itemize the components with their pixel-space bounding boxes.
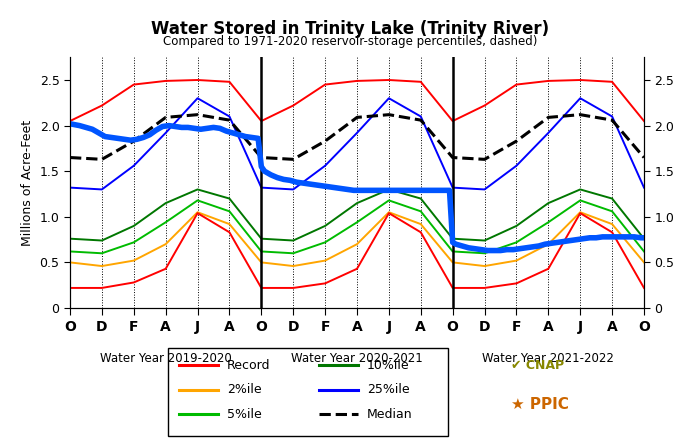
Text: 25%ile: 25%ile — [367, 383, 410, 396]
Text: Water Year 2021-2022: Water Year 2021-2022 — [482, 352, 615, 366]
Text: Water Year 2019-2020: Water Year 2019-2020 — [100, 352, 232, 366]
Text: Record: Record — [227, 359, 270, 372]
Text: ★ PPIC: ★ PPIC — [511, 397, 569, 412]
Text: Compared to 1971-2020 reservoir-storage percentiles, dashed): Compared to 1971-2020 reservoir-storage … — [163, 35, 537, 48]
Text: 2%ile: 2%ile — [227, 383, 261, 396]
Text: Median: Median — [367, 408, 412, 421]
Y-axis label: Millions of Acre-Feet: Millions of Acre-Feet — [21, 120, 34, 246]
Text: 10%ile: 10%ile — [367, 359, 410, 372]
Text: ✔ CNAP: ✔ CNAP — [511, 359, 564, 372]
Text: Water Stored in Trinity Lake (Trinity River): Water Stored in Trinity Lake (Trinity Ri… — [151, 20, 549, 38]
Text: Water Year 2020-2021: Water Year 2020-2021 — [291, 352, 423, 366]
Text: 5%ile: 5%ile — [227, 408, 262, 421]
